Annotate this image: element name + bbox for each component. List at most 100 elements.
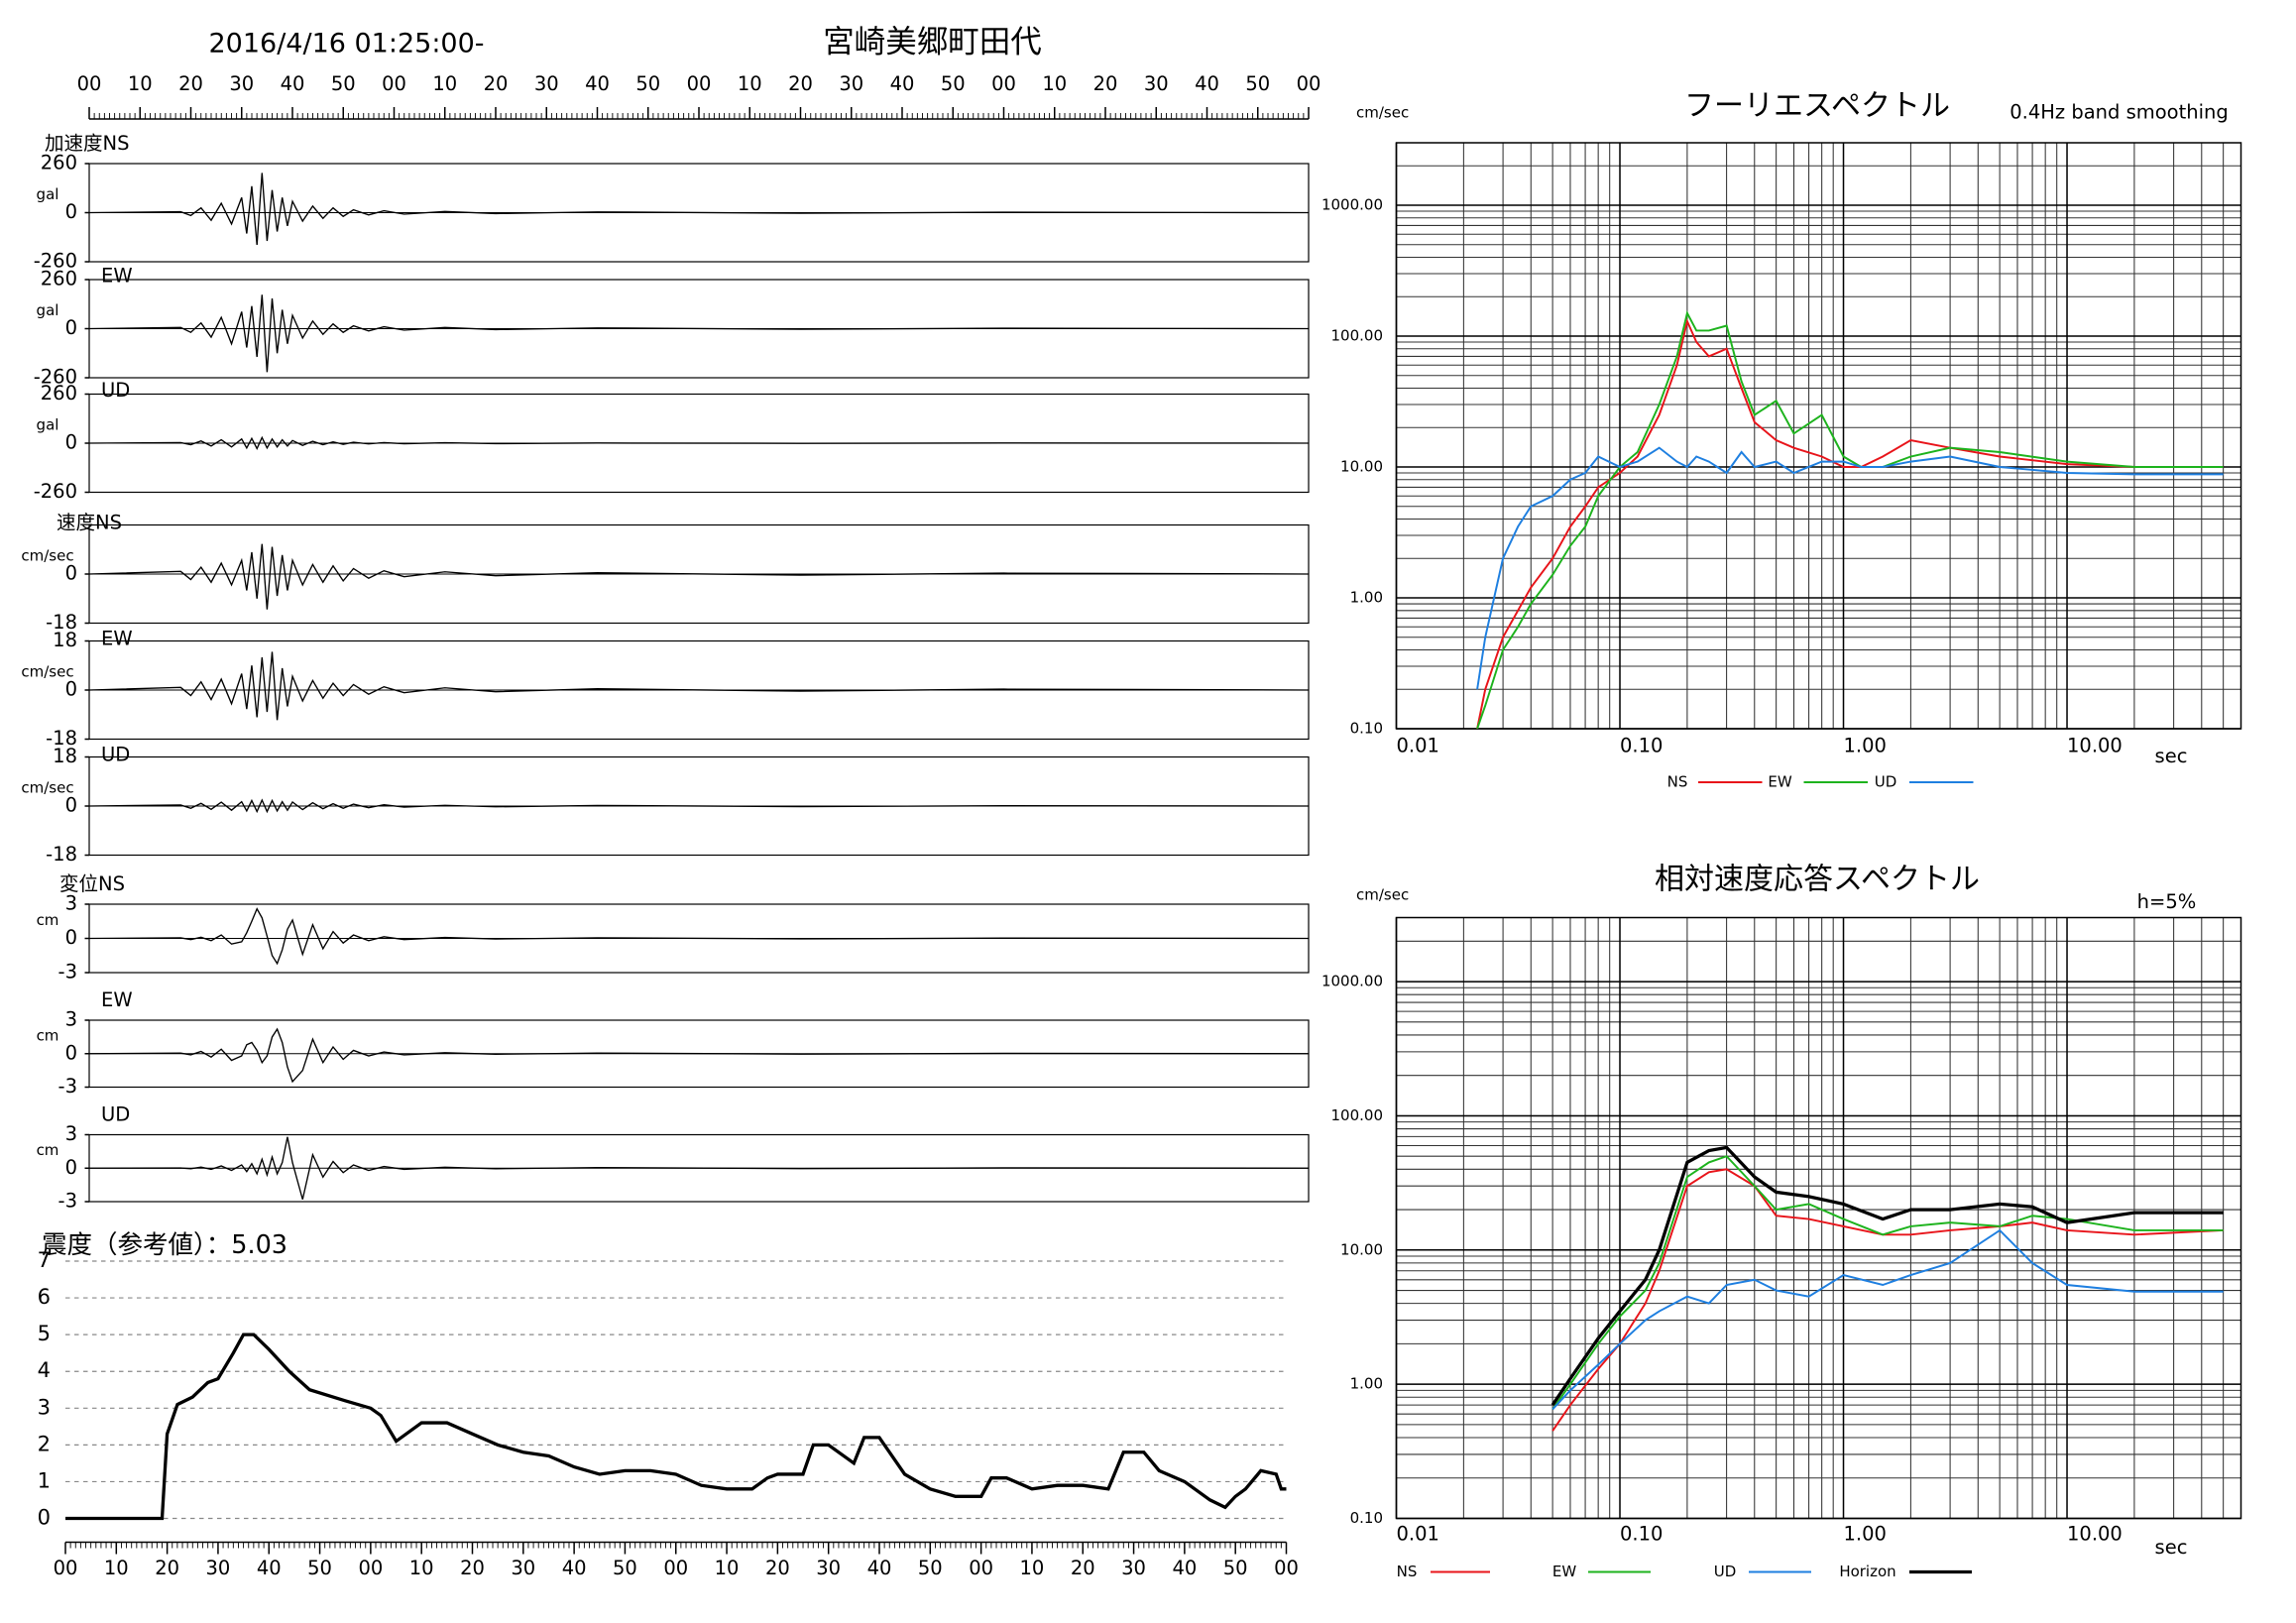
x-tick-label: 50: [1245, 72, 1270, 95]
y-tick-label: 0: [38, 1506, 51, 1530]
x-tick-label: 50: [1223, 1557, 1248, 1579]
y-tick-label: 0: [65, 316, 77, 339]
spectrum-line: [1550, 1145, 2224, 1406]
panel-title: 変位NS: [59, 872, 125, 895]
x-tick-label: 0.01: [1397, 1523, 1439, 1546]
x-tick-label: 10: [715, 1557, 740, 1579]
spectrum-line: [1551, 1155, 2224, 1410]
y-tick-label: 7: [38, 1248, 51, 1272]
y-tick-label: 3: [65, 1008, 77, 1031]
y-tick-label: 18: [53, 745, 77, 767]
station-name: 宮崎美郷町田代: [823, 25, 1042, 60]
chart-title: フーリエスペクトル: [1684, 89, 1950, 124]
x-tick-label: 20: [765, 1557, 790, 1579]
y-tick-label: 260: [41, 268, 77, 290]
panel-title: EW: [101, 988, 133, 1011]
waveform: [88, 651, 1310, 721]
y-tick-label: 6: [38, 1285, 51, 1309]
panel-title: UD: [101, 1103, 130, 1126]
unit-label: cm/sec: [21, 547, 73, 565]
x-tick-label: 00: [54, 1557, 78, 1579]
y-tick-label: 3: [65, 892, 77, 915]
x-tick-label: 20: [460, 1557, 485, 1579]
x-axis-label: sec: [2155, 1536, 2188, 1559]
x-tick-label: 10: [738, 72, 762, 95]
series-group: [1550, 1145, 2224, 1432]
panel-title: EW: [101, 265, 133, 288]
x-tick-label: 00: [1297, 72, 1321, 95]
y-tick-label: -3: [58, 1190, 77, 1213]
x-tick-label: 10: [1020, 1557, 1045, 1579]
waveform: [88, 173, 1310, 245]
x-tick-label: 50: [613, 1557, 637, 1579]
x-tick-label: 20: [155, 1557, 179, 1579]
panel-title: 速度NS: [57, 512, 122, 534]
y-tick-label: 0: [65, 562, 77, 585]
y-tick-label: 0: [65, 1041, 77, 1064]
x-tick-label: 40: [867, 1557, 892, 1579]
x-tick-label: 40: [585, 72, 610, 95]
y-tick-label: -18: [46, 727, 77, 750]
x-tick-label: 00: [687, 72, 712, 95]
x-tick-label: 50: [635, 72, 660, 95]
unit-label: cm: [37, 911, 59, 929]
x-tick-label: 10: [128, 72, 153, 95]
x-tick-label: 30: [229, 72, 254, 95]
y-tick-label: 260: [41, 152, 77, 174]
y-tick-label: 0: [65, 794, 77, 817]
y-tick-label: 5: [38, 1322, 51, 1345]
x-tick-label: 50: [918, 1557, 943, 1579]
y-tick-label: 4: [38, 1358, 51, 1382]
y-tick-label: 0.10: [1350, 720, 1383, 738]
x-axis-label: sec: [2155, 745, 2188, 767]
x-tick-label: 30: [206, 1557, 231, 1579]
unit-label: gal: [37, 301, 59, 319]
y-tick-label: 3: [65, 1122, 77, 1145]
x-tick-label: 20: [788, 72, 813, 95]
chart-title: 震度（参考値）：5.03: [42, 1230, 287, 1260]
y-tick-label: 0: [65, 431, 77, 454]
x-tick-label: 30: [1144, 72, 1169, 95]
y-tick-label: 1.00: [1350, 588, 1383, 606]
spectrum-line: [1476, 309, 2224, 730]
x-tick-label: 20: [1071, 1557, 1095, 1579]
x-tick-label: 40: [890, 72, 915, 95]
x-tick-label: 40: [257, 1557, 282, 1579]
x-tick-label: 20: [484, 72, 509, 95]
waveform: [88, 543, 1310, 610]
waveform: [88, 1027, 1310, 1084]
y-tick-label: 0: [65, 1156, 77, 1179]
x-tick-label: 40: [281, 72, 305, 95]
legend-label: UD: [1714, 1563, 1737, 1580]
x-tick-label: 50: [331, 72, 356, 95]
x-tick-label: 00: [382, 72, 406, 95]
unit-label: cm/sec: [21, 663, 73, 681]
panel-title: UD: [101, 379, 130, 402]
chart-subtitle: 0.4Hz band smoothing: [2009, 101, 2229, 124]
spectrum-line: [1476, 317, 2224, 730]
unit-label: gal: [37, 185, 59, 203]
x-tick-label: 10: [432, 72, 457, 95]
x-tick-label: 0.10: [1620, 735, 1663, 757]
record-time: 2016/4/16 01:25:00-: [208, 29, 484, 59]
waveform: [88, 1136, 1310, 1200]
chart-title: 相対速度応答スペクトル: [1655, 863, 1980, 897]
annotation: h=5%: [2137, 890, 2197, 913]
y-tick-label: 0.10: [1350, 1509, 1383, 1527]
x-tick-label: 10.00: [2067, 1523, 2123, 1546]
y-tick-label: 100.00: [1331, 326, 1384, 344]
waveform: [88, 798, 1310, 814]
y-tick-label: -260: [34, 366, 77, 389]
intensity-line: [65, 1333, 1287, 1521]
x-tick-label: 10: [104, 1557, 129, 1579]
spectrum-line: [1551, 1168, 2224, 1432]
x-tick-label: 1.00: [1844, 735, 1887, 757]
legend-label: EW: [1768, 773, 1791, 791]
y-tick-label: 1: [38, 1468, 51, 1492]
x-tick-label: 30: [511, 1557, 535, 1579]
plot-frame: [1395, 916, 2242, 1520]
y-tick-label: -18: [46, 611, 77, 634]
x-tick-label: 30: [816, 1557, 841, 1579]
x-tick-label: 40: [562, 1557, 587, 1579]
